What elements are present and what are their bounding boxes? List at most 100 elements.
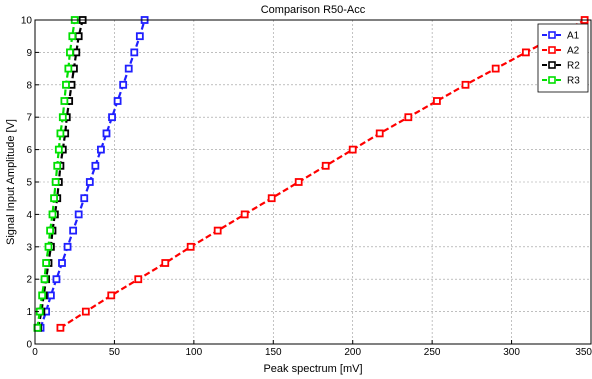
data-point [74,210,83,219]
data-point [108,113,116,122]
data-point [64,64,73,73]
data-point [72,48,81,57]
data-point [102,129,111,138]
x-axis-ticks: 0 50 100 150 200 250 300 350 [32,340,592,358]
data-point [404,113,413,122]
data-point [53,161,62,170]
data-point [213,226,222,235]
y-axis-ticks: 0 1 2 3 4 5 6 7 8 9 10 [21,16,39,351]
data-point [130,48,139,57]
legend-item-r2: R2 [542,61,580,72]
legend: A1 A2 R2 R3 [537,23,589,93]
data-point [186,242,195,251]
data-point [40,275,49,284]
data-point [50,194,58,203]
data-point [46,291,55,300]
data-point [321,161,330,170]
x-axis-title: Peak spectrum [mV] [263,363,362,375]
data-point [58,259,66,267]
grid [34,19,592,345]
data-point [46,226,54,235]
data-point [348,145,357,154]
data-point [38,291,47,300]
data-point [521,48,530,57]
data-point [52,275,61,284]
data-point [68,32,77,41]
data-point [240,210,249,219]
data-point [91,161,100,170]
series-a1 [36,16,149,332]
data-point [294,178,303,186]
data-point [48,210,57,219]
data-point [66,48,74,57]
y-tick-label: 5 [26,178,32,189]
data-point [33,323,42,332]
data-point [134,275,143,284]
series-r3 [33,16,79,332]
chart-title: Comparison R50-Acc [261,4,366,16]
x-tick-label: 250 [424,347,441,358]
y-tick-label: 2 [26,275,32,286]
series-r2 [34,16,87,332]
y-tick-label: 3 [26,242,32,253]
data-point [461,80,470,89]
legend-label: R2 [567,61,580,72]
data-point [51,178,60,186]
data-point [54,145,63,154]
data-point [58,113,67,122]
x-tick-label: 0 [32,347,38,358]
legend-label: A2 [567,46,580,57]
y-tick-label: 0 [26,340,32,351]
legend-swatch-marker [548,46,556,54]
data-point [74,32,83,41]
y-tick-label: 7 [26,113,32,124]
y-tick-label: 4 [26,210,32,221]
series-line [37,19,84,329]
data-point [161,259,170,267]
legend-item-a2: A2 [542,46,580,57]
data-point [119,80,128,89]
legend-swatch-marker [548,31,556,39]
data-point [135,32,144,41]
data-point [80,194,89,203]
x-tick-label: 100 [186,347,203,358]
legend-item-a1: A1 [542,31,580,42]
data-point [433,97,441,105]
x-tick-label: 50 [109,347,121,358]
legend-label: R3 [567,76,580,87]
legend-label: A1 [567,31,580,42]
x-tick-label: 150 [265,347,282,358]
series-layer [33,16,589,332]
y-tick-label: 8 [26,80,32,91]
x-tick-label: 350 [575,347,592,358]
x-tick-label: 200 [344,347,361,358]
y-axis-title: Signal Input Amplitude [V] [5,119,17,245]
data-point [491,64,500,73]
data-point [56,323,65,332]
data-point [63,242,72,251]
data-point [81,307,90,316]
y-tick-label: 10 [21,16,33,27]
x-tick-label: 300 [503,347,520,358]
y-tick-label: 9 [26,48,32,59]
data-point [44,242,53,251]
data-point [56,129,65,138]
legend-item-r3: R3 [542,76,580,87]
y-tick-label: 1 [26,307,32,318]
data-point [375,129,384,138]
data-point [42,259,51,267]
y-tick-label: 6 [26,145,32,156]
series-a2 [56,16,589,332]
data-point [124,64,133,73]
data-point [107,291,116,300]
data-point [69,226,78,235]
series-line [36,19,76,328]
data-point [113,97,122,105]
legend-swatch-marker [548,61,556,69]
data-point [267,194,276,203]
data-point [62,80,70,89]
legend-swatch-marker [548,76,556,84]
data-point [60,97,69,105]
